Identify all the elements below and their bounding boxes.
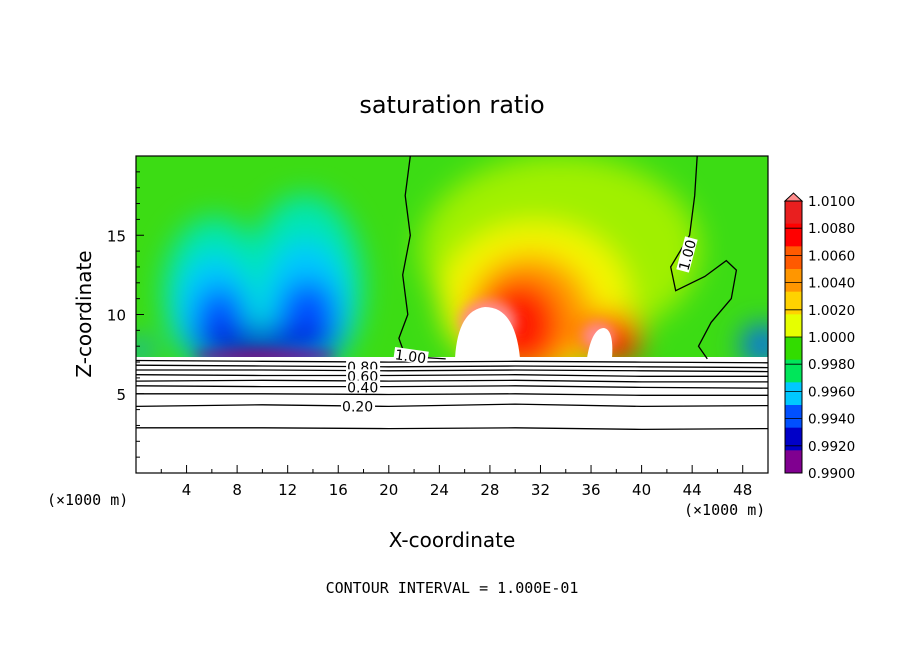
field-unsaturated-region-a bbox=[455, 307, 520, 358]
x-tick-label-24: 24 bbox=[430, 481, 449, 499]
contour-0.70 bbox=[136, 369, 768, 373]
contour-label-backdrop bbox=[676, 236, 698, 273]
x-tick-label-12: 12 bbox=[278, 481, 297, 499]
field-blue-right-edge bbox=[742, 325, 768, 360]
colorbar-label-6: 0.9980 bbox=[808, 357, 855, 373]
contour-label-backdrop bbox=[393, 347, 429, 365]
colorbar-band-0 bbox=[785, 201, 802, 225]
colorbar-label-1: 1.0080 bbox=[808, 221, 855, 237]
colorbar-band-2 bbox=[785, 246, 802, 270]
field-blue-left-edge bbox=[136, 340, 154, 360]
x-axis-ticks: 4 8 12 16 20 24 28 32 36 40 44 48 bbox=[160, 465, 752, 499]
contour-lines bbox=[136, 156, 768, 431]
colorbar-band-11 bbox=[785, 450, 802, 474]
y-tick-label-15: 15 bbox=[107, 227, 126, 245]
chart-title: saturation ratio bbox=[359, 91, 544, 119]
colorbar-label-5: 1.0000 bbox=[808, 330, 855, 346]
x-axis-unit-label-left: (×1000 m) bbox=[47, 491, 128, 509]
x-tick-label-48: 48 bbox=[733, 481, 752, 499]
field-subsaturated-layer bbox=[136, 357, 768, 360]
y-tick-label-5: 5 bbox=[116, 386, 126, 404]
y-tick-label-10: 10 bbox=[107, 307, 126, 325]
contour-0.80 bbox=[136, 364, 768, 369]
contour-label-backdrop bbox=[341, 399, 376, 413]
colorbar-band-1 bbox=[785, 223, 802, 247]
colorbar-band-3 bbox=[785, 269, 802, 293]
field-unsaturated-region-b bbox=[587, 328, 613, 358]
contour-0.90 bbox=[136, 359, 768, 364]
colorbar-label-4: 1.0020 bbox=[808, 303, 855, 319]
contour-label-0: 1.00 bbox=[394, 347, 427, 367]
contour-label-backdrop bbox=[346, 380, 381, 394]
x-tick-label-20: 20 bbox=[379, 481, 398, 499]
colorbar-band-6 bbox=[785, 337, 802, 361]
contour-0.50 bbox=[136, 379, 768, 383]
contour-labels: 1.001.000.800.600.400.20 bbox=[341, 236, 700, 415]
x-tick-label-28: 28 bbox=[480, 481, 499, 499]
contour-0.10 bbox=[136, 427, 768, 431]
colorbar-top-cap bbox=[783, 192, 804, 202]
colorbar-band-7 bbox=[785, 359, 802, 383]
x-tick-label-36: 36 bbox=[581, 481, 600, 499]
x-tick-label-32: 32 bbox=[531, 481, 550, 499]
y-axis-ticks: 5 10 15 bbox=[107, 171, 144, 458]
y-axis-title: Z-coordinate bbox=[72, 250, 96, 377]
colorbar-label-10: 0.9900 bbox=[808, 466, 855, 482]
plot-area: 1.001.000.800.600.400.20 4 8 12 16 20 24 28 32 3… bbox=[107, 155, 769, 499]
colorbar-label-8: 0.9940 bbox=[808, 412, 855, 428]
colorbar-band-9 bbox=[785, 405, 802, 429]
colorbar-label-9: 0.9920 bbox=[808, 439, 855, 455]
x-tick-label-16: 16 bbox=[329, 481, 348, 499]
contour-0.30 bbox=[136, 393, 768, 396]
colorbar: 1.0100 1.0080 1.0060 1.0040 1.0020 1.0000 0.99… bbox=[783, 192, 855, 482]
colorbar-band-4 bbox=[785, 291, 802, 315]
colorbar-label-0: 1.0100 bbox=[808, 194, 855, 210]
contour-0.60 bbox=[136, 374, 768, 377]
colorbar-label-3: 1.0040 bbox=[808, 276, 855, 292]
x-tick-label-40: 40 bbox=[632, 481, 651, 499]
contour-label-4: 0.40 bbox=[347, 380, 378, 396]
x-axis-title: X-coordinate bbox=[389, 528, 516, 552]
colorbar-label-2: 1.0060 bbox=[808, 248, 855, 264]
contour-label-5: 0.20 bbox=[342, 399, 373, 415]
x-axis-unit-label-right: (×1000 m) bbox=[684, 501, 765, 519]
saturation-field bbox=[136, 156, 768, 360]
colorbar-band-8 bbox=[785, 382, 802, 406]
contour-1.00-right bbox=[670, 156, 738, 360]
colorbar-band-10 bbox=[785, 427, 802, 451]
colorbar-label-7: 0.9960 bbox=[808, 384, 855, 400]
contour-0.40 bbox=[136, 385, 768, 389]
contour-label-backdrop bbox=[346, 369, 381, 383]
colorbar-band-5 bbox=[785, 314, 802, 338]
x-tick-label-8: 8 bbox=[232, 481, 242, 499]
x-tick-label-4: 4 bbox=[182, 481, 192, 499]
contour-interval-note: CONTOUR INTERVAL = 1.000E-01 bbox=[326, 579, 579, 597]
contour-0.20 bbox=[136, 403, 768, 408]
contour-label-1: 1.00 bbox=[677, 238, 701, 272]
x-tick-label-44: 44 bbox=[683, 481, 702, 499]
